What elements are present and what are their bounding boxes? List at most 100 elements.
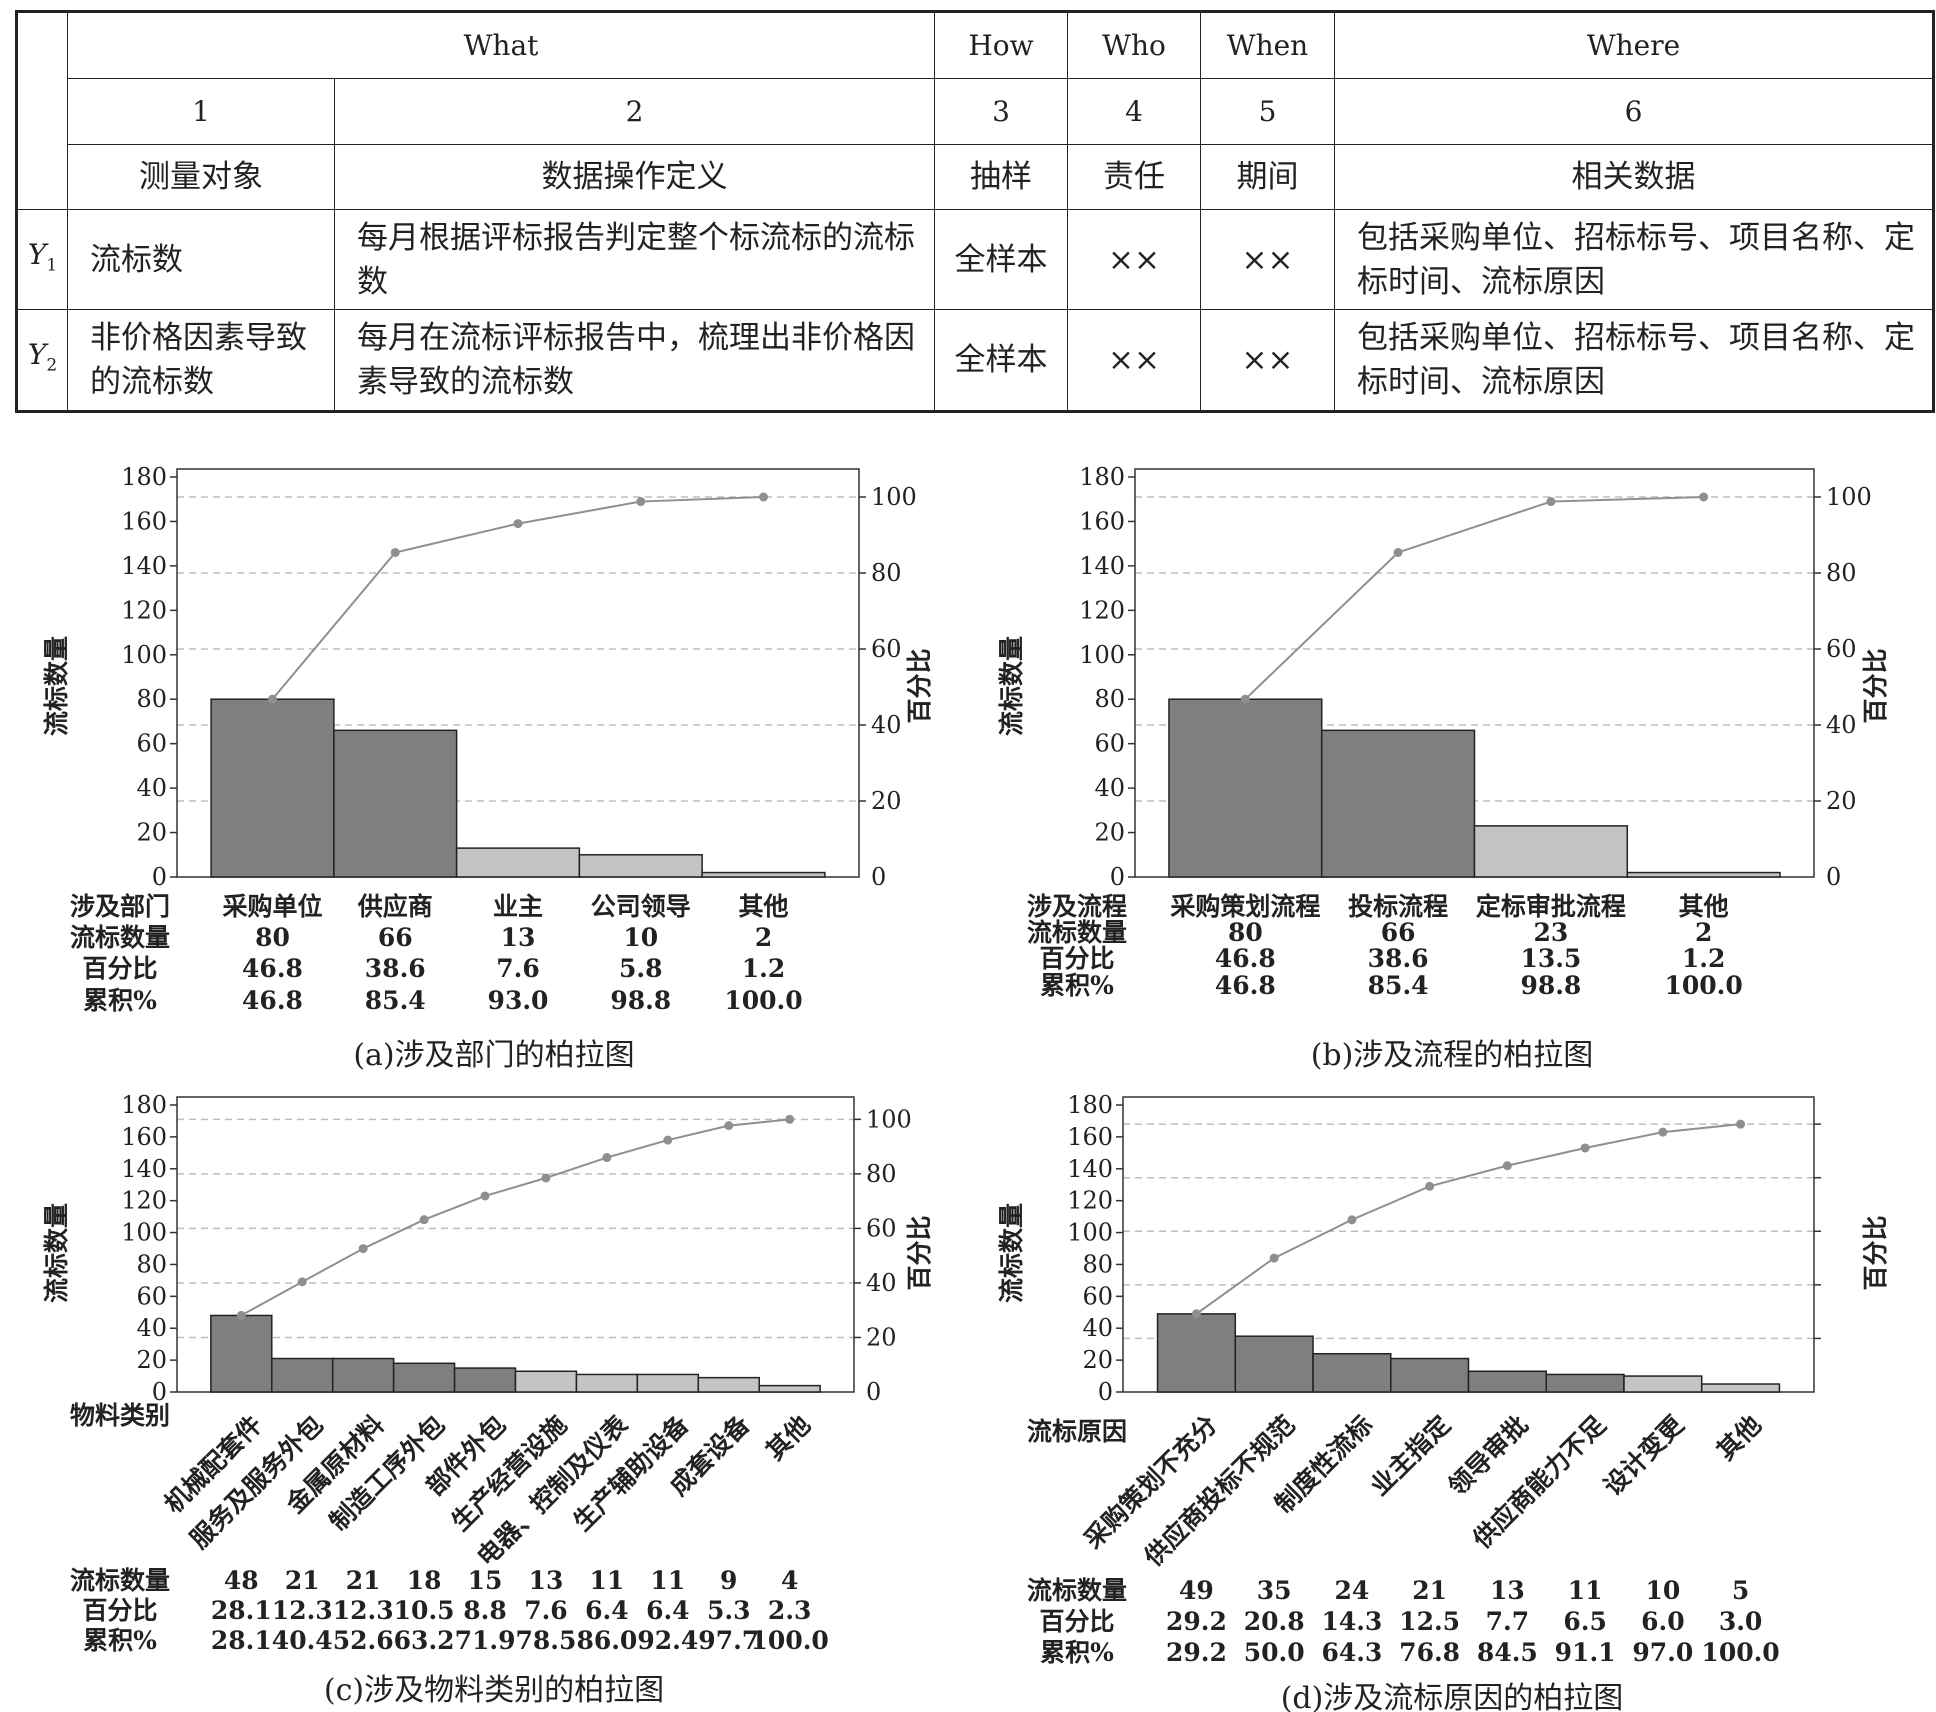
y2-tick-label: 40	[1826, 711, 1857, 739]
y2-axis-title: 百分比	[1861, 1215, 1890, 1290]
table-row: Y1 流标数 每月根据评标报告判定整个标流标的流标数 全样本 ×× ×× 包括采…	[16, 209, 1935, 310]
data-label: 5	[1732, 1576, 1749, 1605]
chart-caption: (c)涉及物料类别的柏拉图	[324, 1673, 664, 1708]
y-tick-label: 20	[136, 1346, 167, 1374]
definition-cell: 每月在流标评标报告中，梳理出非价格因素导致的流标数	[333, 309, 936, 412]
data-label: 13.5	[1520, 944, 1581, 973]
pareto-chart-b: 0 20 40 60 80 100 120 140 160 180 0 20 40 60 80 100 流标数量…	[997, 463, 1890, 1073]
data-label: 20.8	[1244, 1607, 1305, 1636]
y-tick-label: 160	[121, 1123, 167, 1151]
data-label: 24	[1334, 1576, 1369, 1605]
y-tick-label: 60	[1082, 1282, 1113, 1310]
y-tick-label: 120	[1067, 1187, 1113, 1215]
y-tick-label: 180	[121, 463, 167, 491]
data-label: 97.0	[1632, 1638, 1693, 1667]
y-tick-label: 100	[121, 1219, 167, 1247]
cumulative-point	[663, 1135, 673, 1145]
data-label: 66	[378, 923, 413, 952]
bar	[210, 1314, 273, 1393]
cumulative-point	[480, 1191, 490, 1201]
chart-caption: (a)涉及部门的柏拉图	[353, 1038, 634, 1073]
column-number: 6	[1334, 78, 1935, 145]
period-cell: ××	[1200, 309, 1336, 412]
y-tick-label: 0	[152, 1378, 167, 1406]
bar	[1473, 825, 1629, 878]
y2-tick-label: 80	[1826, 559, 1857, 587]
y2-tick-label: 80	[871, 559, 902, 587]
row-label: 累积%	[1040, 971, 1114, 1000]
cumulative-point	[358, 1244, 368, 1254]
related-data-cell: 包括采购单位、招标标号、项目名称、定标时间、流标原因	[1334, 309, 1935, 412]
data-label: 46.8	[1215, 971, 1276, 1000]
data-label: 98.8	[1520, 971, 1581, 1000]
y-tick-label: 80	[1082, 1250, 1113, 1278]
data-label: 2	[755, 923, 772, 952]
row-label: 流标数量	[1027, 918, 1127, 947]
row-label: 百分比	[1039, 1607, 1114, 1636]
bar	[1390, 1357, 1470, 1393]
cumulative-point	[602, 1153, 612, 1163]
bar	[455, 847, 581, 878]
table-row: Y2 非价格因素导致的流标数 每月在流标评标报告中，梳理出非价格因素导致的流标数…	[16, 309, 1935, 412]
category-axis-title: 涉及流程	[1027, 892, 1127, 921]
y-tick-label: 0	[152, 863, 167, 891]
y2-tick-label: 60	[1826, 635, 1857, 663]
y-tick-label: 140	[121, 552, 167, 580]
bar	[392, 1362, 456, 1393]
category-label: 采购单位	[222, 892, 322, 921]
row-label: 流标数量	[1027, 1576, 1127, 1605]
y-tick-label: 60	[1094, 730, 1125, 758]
data-label: 63.2	[394, 1626, 455, 1655]
data-label: 46.8	[1215, 944, 1276, 973]
y-tick-label: 100	[1067, 1219, 1113, 1247]
bar	[701, 871, 826, 878]
bar	[210, 698, 335, 878]
y-tick-label: 20	[136, 819, 167, 847]
data-label: 5.3	[707, 1596, 751, 1625]
data-label: 12.3	[333, 1596, 394, 1625]
data-label: 49	[1179, 1576, 1214, 1605]
category-label: 其他	[739, 892, 789, 921]
data-label: 7.7	[1486, 1607, 1530, 1636]
row-label: 流标数量	[70, 1566, 170, 1595]
definition-cell: 每月根据评标报告判定整个标流标的流标数	[333, 209, 936, 310]
cumulative-point	[724, 1121, 734, 1131]
y-tick-label: 180	[1079, 463, 1125, 491]
cumulative-point	[541, 1173, 551, 1183]
cumulative-point	[1699, 492, 1709, 502]
y-tick-label: 160	[1079, 507, 1125, 535]
category-label: 供应商	[357, 892, 433, 921]
y-tick-label: 140	[1079, 552, 1125, 580]
subheader-owner: 责任	[1067, 144, 1202, 210]
y2-tick-label: 40	[871, 711, 902, 739]
data-label: 23	[1533, 918, 1568, 947]
variable-label: Y2	[27, 338, 58, 376]
data-label: 2.3	[768, 1596, 812, 1625]
data-label: 13	[501, 923, 536, 952]
bar	[514, 1370, 578, 1393]
cumulative-point	[513, 519, 523, 529]
row-label: 累积%	[83, 1626, 157, 1655]
object-cell: 非价格因素导致的流标数	[67, 309, 335, 412]
y2-tick-label: 100	[1826, 483, 1872, 511]
header-where: Where	[1334, 11, 1935, 79]
data-label: 97.7	[698, 1626, 759, 1655]
category-label: 供应商能力不足	[1467, 1410, 1612, 1555]
row-label: 百分比	[1039, 944, 1114, 973]
data-label: 7.6	[524, 1596, 568, 1625]
data-label: 35	[1257, 1576, 1292, 1605]
row-label: 累积%	[1040, 1638, 1114, 1667]
cumulative-point	[1736, 1119, 1746, 1129]
category-axis-title: 涉及部门	[70, 892, 170, 921]
data-label: 8.8	[463, 1596, 507, 1625]
y-tick-label: 60	[136, 1282, 167, 1310]
y-tick-label: 120	[121, 1187, 167, 1215]
y-tick-label: 40	[136, 774, 167, 802]
data-label: 21	[346, 1566, 381, 1595]
y-tick-label: 0	[1098, 1378, 1113, 1406]
cumulative-point	[1502, 1161, 1512, 1171]
data-label: 12.5	[1399, 1607, 1460, 1636]
category-label: 其他	[1679, 892, 1729, 921]
data-label: 6.5	[1563, 1607, 1607, 1636]
